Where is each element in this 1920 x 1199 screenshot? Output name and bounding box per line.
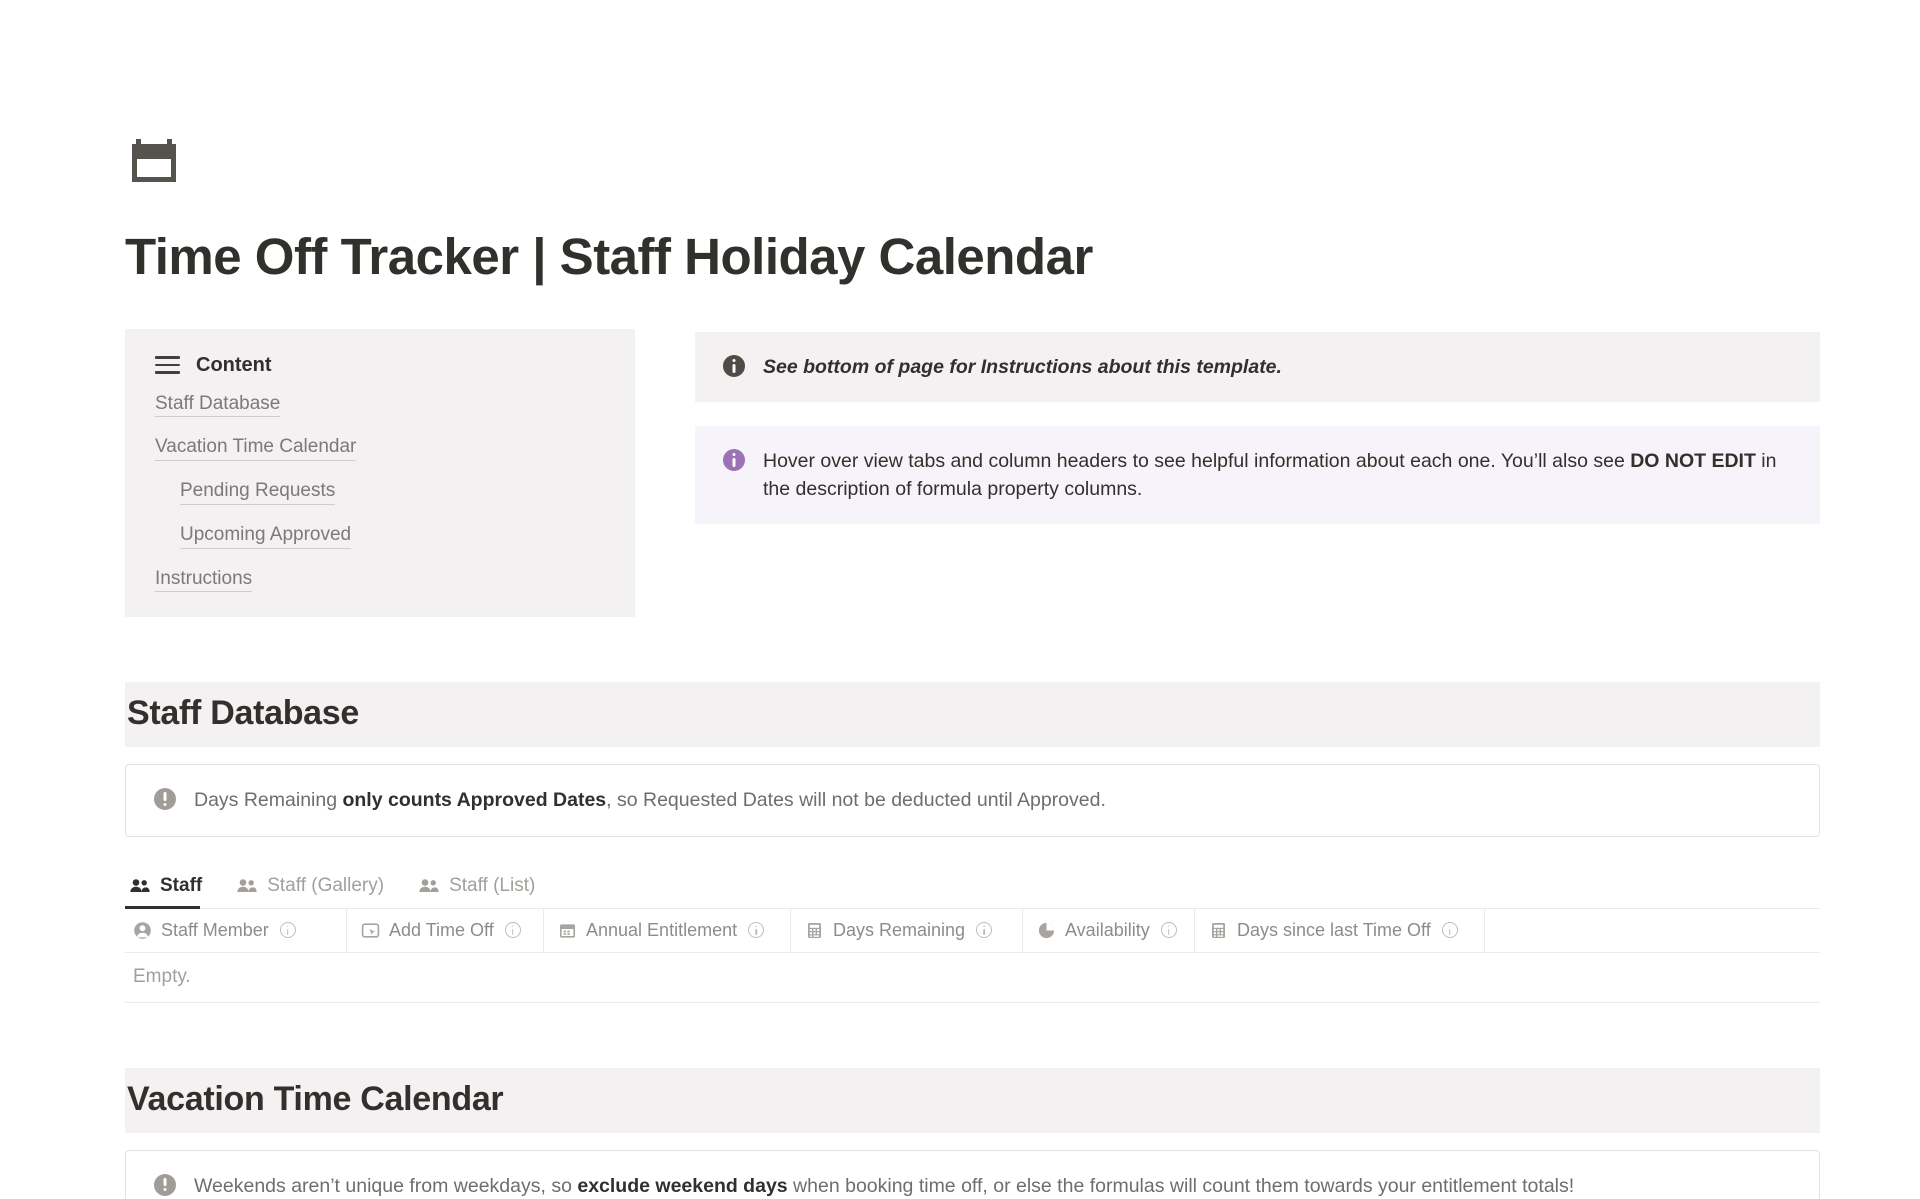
hamburger-icon	[155, 356, 180, 374]
calculator-icon	[805, 921, 824, 940]
staff-view-tabs: Staff Staff (Gallery) Staff (List)	[125, 871, 1820, 909]
calculator-icon	[1209, 921, 1228, 940]
weekends-callout-text: Weekends aren’t unique from weekdays, so…	[194, 1174, 1575, 1197]
toc-link-label[interactable]: Pending Requests	[180, 479, 336, 505]
tab-label: Staff (Gallery)	[267, 874, 385, 896]
staff-table: Staff Member Add Time Off	[125, 908, 1820, 1003]
toc-link-label[interactable]: Instructions	[155, 567, 253, 593]
people-icon	[418, 875, 440, 897]
staff-database-body: Days Remaining only counts Approved Date…	[125, 764, 1820, 1003]
column-header-staff-member[interactable]: Staff Member	[125, 908, 347, 952]
staff-database-heading: Staff Database	[125, 682, 1820, 748]
column-header-add-time-off[interactable]: Add Time Off	[347, 908, 544, 952]
toc-item-pending-requests[interactable]: Pending Requests	[125, 479, 635, 505]
toc-link-label[interactable]: Vacation Time Calendar	[155, 435, 357, 462]
vacation-calendar-heading: Vacation Time Calendar	[125, 1067, 1820, 1133]
button-cursor-icon	[361, 921, 380, 940]
column-header-availability[interactable]: Availability	[1023, 908, 1195, 952]
instructions-callout-text: See bottom of page for Instructions abou…	[763, 355, 1282, 378]
info-icon[interactable]	[279, 922, 296, 939]
pie-chart-icon	[1037, 921, 1056, 940]
toc-item-staff-database[interactable]: Staff Database	[125, 392, 635, 418]
page-content: Time Off Tracker | Staff Holiday Calenda…	[125, 0, 1825, 1199]
table-of-contents: Content Staff Database Vacation Time Cal…	[125, 328, 635, 618]
column-header-label: Days Remaining	[833, 919, 966, 940]
toc-link-label[interactable]: Staff Database	[155, 392, 281, 418]
info-icon	[723, 448, 745, 471]
calendar-icon[interactable]	[125, 132, 183, 190]
days-remaining-callout-text: Days Remaining only counts Approved Date…	[194, 789, 1106, 812]
column-header-label: Annual Entitlement	[586, 919, 738, 940]
column-header-label: Days since last Time Off	[1237, 919, 1431, 940]
toc-title: Content	[196, 353, 272, 376]
tab-staff-list[interactable]: Staff (List)	[414, 871, 549, 908]
vacation-calendar-section: Vacation Time Calendar Weekends aren’t u…	[125, 1067, 1825, 1199]
table-empty-state: Empty.	[125, 953, 1820, 1003]
column-header-days-remaining[interactable]: Days Remaining	[791, 908, 1023, 952]
info-icon	[723, 354, 745, 377]
info-icon[interactable]	[1441, 922, 1458, 939]
instructions-callout: See bottom of page for Instructions abou…	[695, 331, 1820, 402]
hover-hint-callout: Hover over view tabs and column headers …	[695, 425, 1820, 525]
tab-staff[interactable]: Staff	[125, 871, 216, 909]
column-header-label: Add Time Off	[389, 919, 494, 940]
toc-item-upcoming-approved[interactable]: Upcoming Approved	[125, 523, 635, 549]
tab-label: Staff	[160, 874, 203, 896]
warning-icon	[154, 1173, 176, 1196]
calendar-icon	[558, 921, 577, 940]
staff-database-section: Staff Database Days Remaining only count…	[125, 682, 1825, 1003]
toc-header: Content	[125, 354, 635, 377]
info-icon[interactable]	[1160, 922, 1177, 939]
info-icon[interactable]	[976, 922, 993, 939]
toc-item-instructions[interactable]: Instructions	[125, 567, 635, 593]
page-header-row: Content Staff Database Vacation Time Cal…	[125, 328, 1825, 618]
header-callouts: See bottom of page for Instructions abou…	[695, 329, 1820, 525]
column-header-label: Staff Member	[161, 919, 269, 940]
people-icon	[129, 875, 151, 897]
toc-link-label[interactable]: Upcoming Approved	[180, 523, 352, 549]
staff-table-header-row: Staff Member Add Time Off	[125, 908, 1820, 953]
hover-hint-callout-text: Hover over view tabs and column headers …	[763, 449, 1777, 501]
people-icon	[236, 875, 258, 897]
column-header-label: Availability	[1065, 919, 1150, 940]
tab-label: Staff (List)	[449, 874, 536, 896]
column-header-annual-entitlement[interactable]: Annual Entitlement	[544, 908, 791, 952]
weekends-callout: Weekends aren’t unique from weekdays, so…	[125, 1149, 1820, 1199]
column-header-spacer	[1485, 909, 1820, 952]
person-circle-icon	[133, 921, 152, 940]
warning-icon	[154, 788, 176, 811]
days-remaining-callout: Days Remaining only counts Approved Date…	[125, 764, 1820, 837]
toc-item-vacation-time-calendar[interactable]: Vacation Time Calendar	[125, 435, 635, 462]
page-title: Time Off Tracker | Staff Holiday Calenda…	[125, 228, 1093, 285]
column-header-days-since-last-time-off[interactable]: Days since last Time Off	[1195, 908, 1485, 952]
tab-staff-gallery[interactable]: Staff (Gallery)	[232, 871, 398, 908]
info-icon[interactable]	[504, 922, 521, 939]
info-icon[interactable]	[748, 922, 765, 939]
vacation-calendar-body: Weekends aren’t unique from weekdays, so…	[125, 1149, 1820, 1199]
